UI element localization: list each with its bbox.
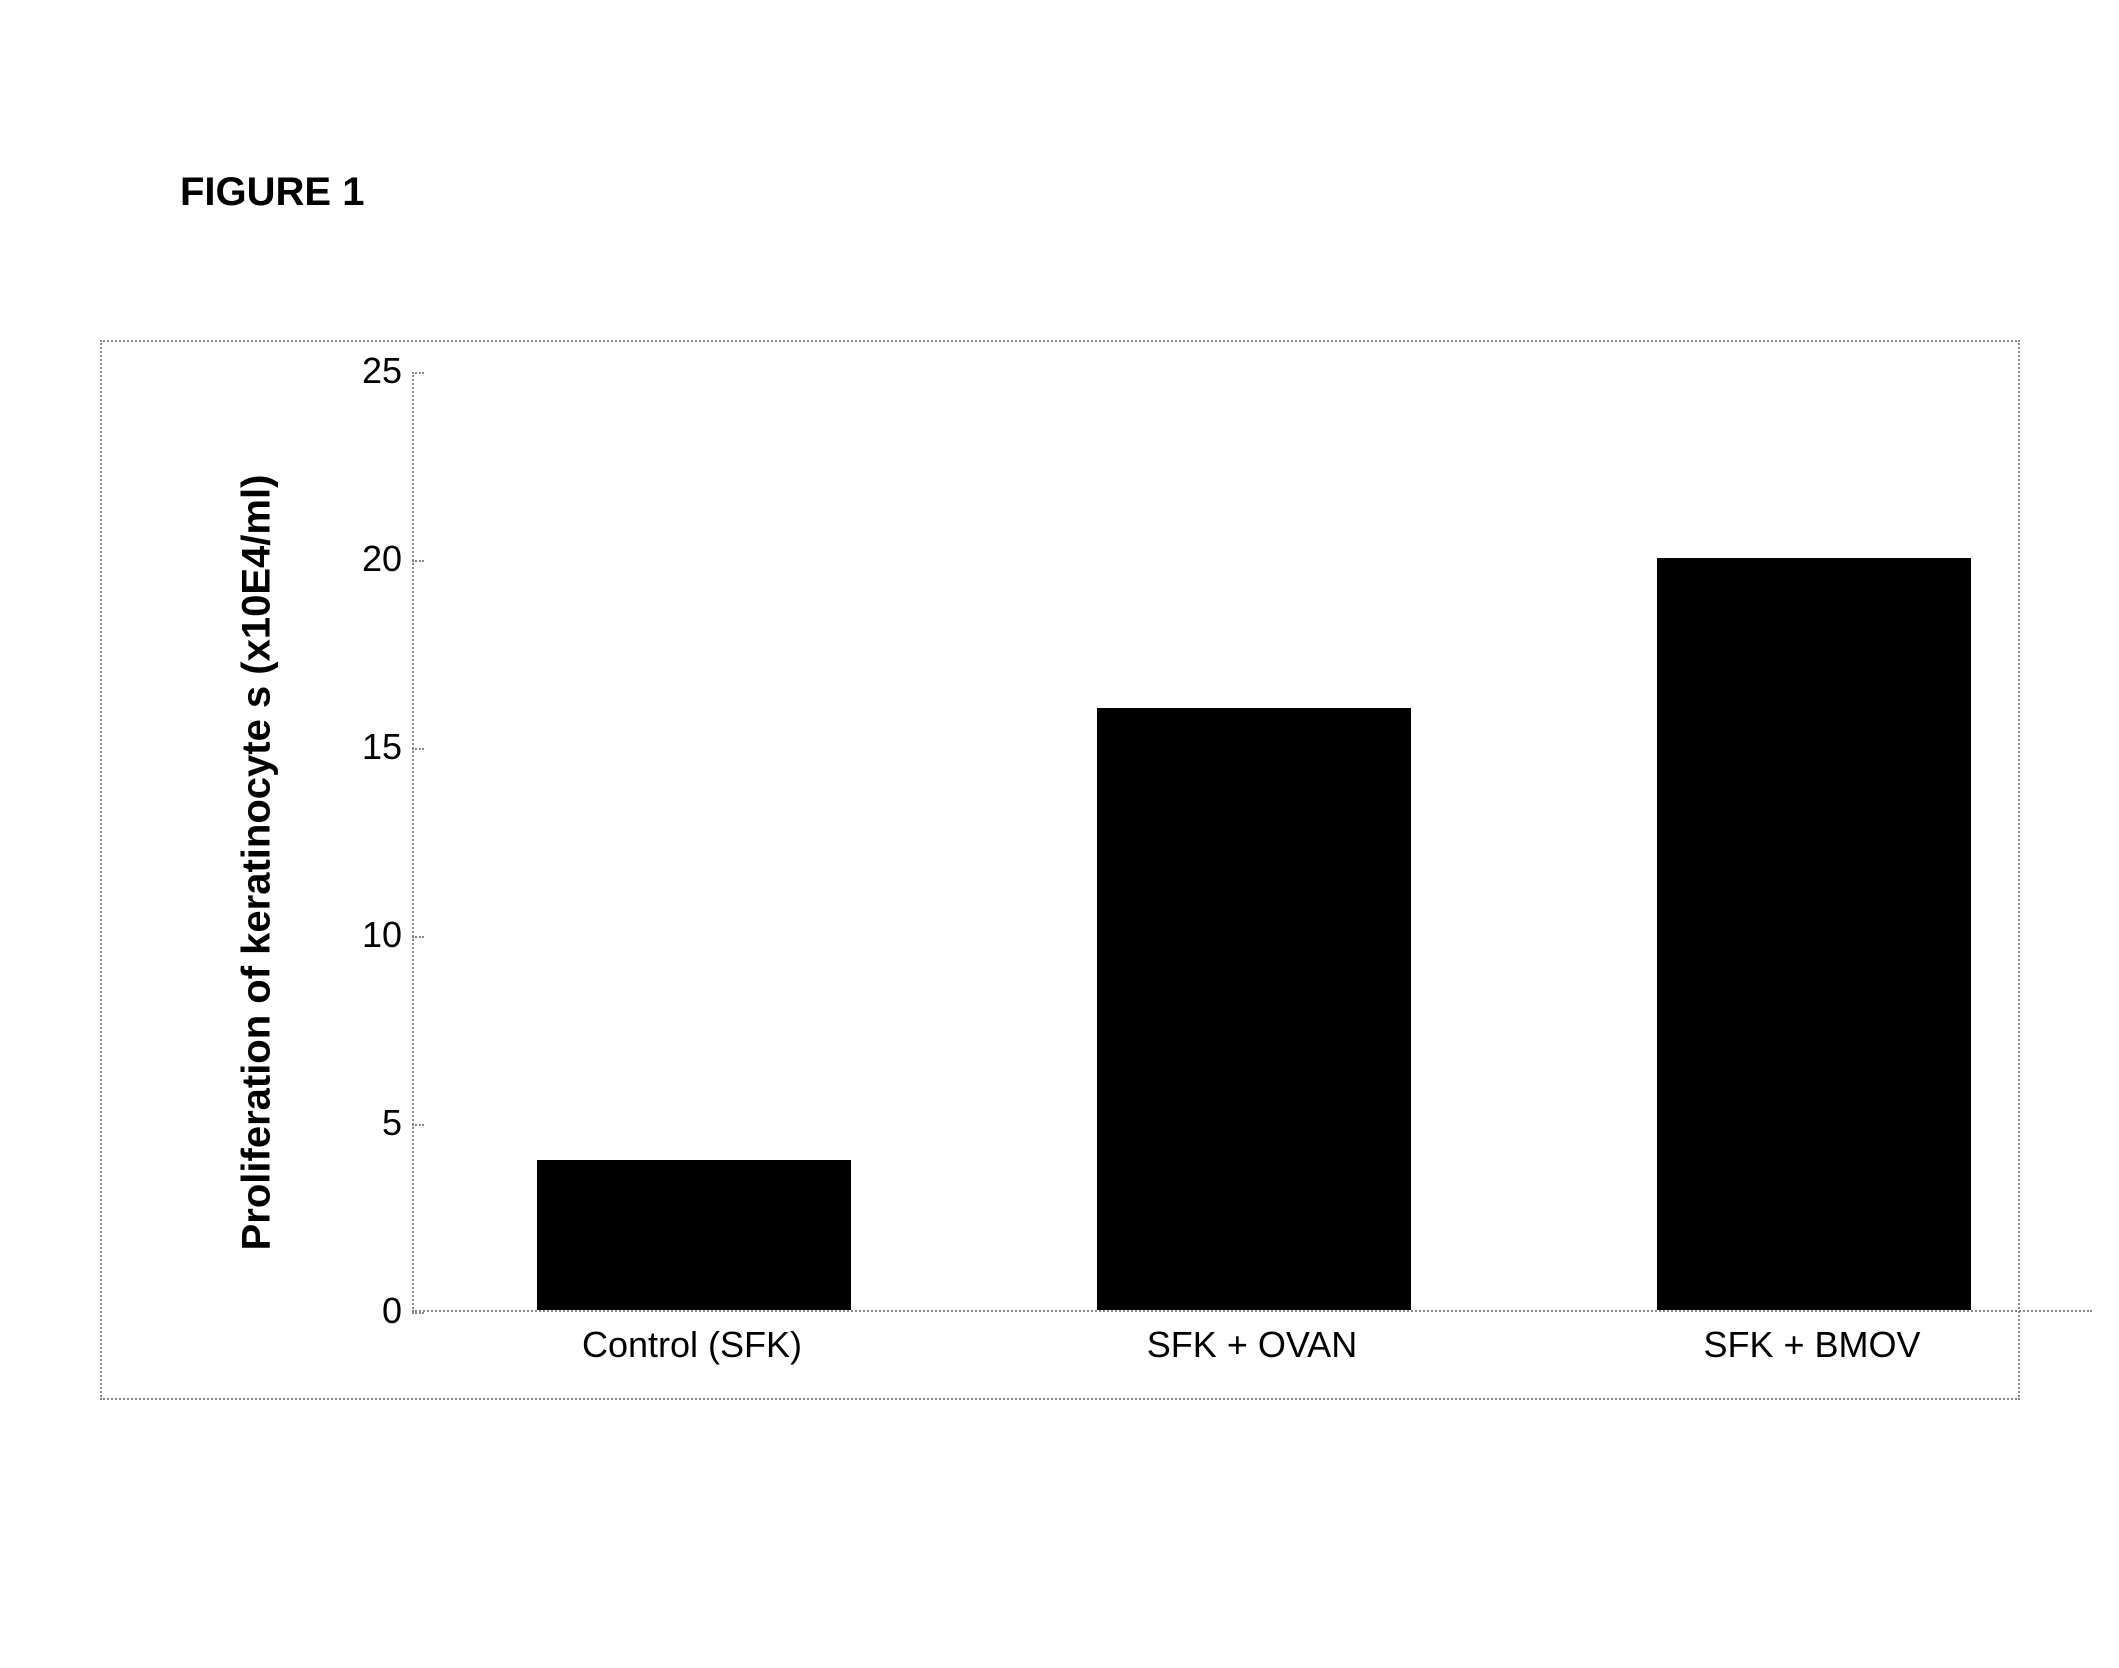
- xtick-label: SFK + BMOV: [1532, 1324, 2092, 1366]
- ytick-label: 10: [322, 914, 402, 956]
- ytick-label: 0: [322, 1290, 402, 1332]
- ytick-label: 25: [322, 350, 402, 392]
- bar: [1097, 708, 1411, 1310]
- chart-container: Proliferation of keratinocyte s (x10E4/m…: [100, 340, 2020, 1400]
- ytick-mark: [412, 1124, 424, 1126]
- ytick-label: 5: [322, 1102, 402, 1144]
- figure-title: FIGURE 1: [180, 170, 364, 215]
- ytick-mark: [412, 1312, 424, 1314]
- ytick-mark: [412, 748, 424, 750]
- ytick-label: 20: [322, 538, 402, 580]
- ytick-label: 15: [322, 726, 402, 768]
- ytick-mark: [412, 560, 424, 562]
- xtick-label: Control (SFK): [412, 1324, 972, 1366]
- ytick-mark: [412, 372, 424, 374]
- bar: [537, 1160, 851, 1310]
- xtick-label: SFK + OVAN: [972, 1324, 1532, 1366]
- ytick-mark: [412, 936, 424, 938]
- plot-area: [412, 372, 2092, 1312]
- y-axis-label: Proliferation of keratinocyte s (x10E4/m…: [235, 413, 280, 1313]
- bar: [1657, 558, 1971, 1310]
